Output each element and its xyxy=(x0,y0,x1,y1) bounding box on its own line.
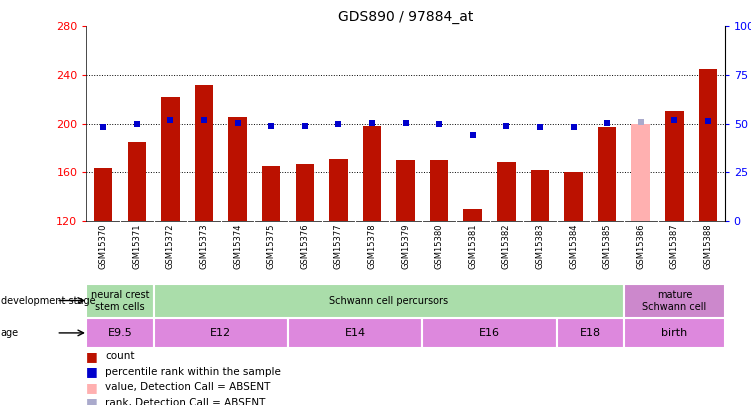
Text: E12: E12 xyxy=(210,328,231,338)
Bar xyxy=(497,162,516,221)
Text: E9.5: E9.5 xyxy=(107,328,132,338)
Text: GSM15376: GSM15376 xyxy=(300,224,309,269)
Bar xyxy=(624,318,725,348)
Text: E18: E18 xyxy=(580,328,601,338)
Bar xyxy=(288,318,422,348)
Bar xyxy=(295,164,314,221)
Text: GSM15380: GSM15380 xyxy=(435,224,444,269)
Point xyxy=(635,118,647,125)
Bar xyxy=(624,284,725,318)
Point xyxy=(231,119,243,126)
Text: birth: birth xyxy=(661,328,687,338)
Bar xyxy=(397,160,415,221)
Text: percentile rank within the sample: percentile rank within the sample xyxy=(105,367,281,377)
Bar xyxy=(94,168,113,221)
Text: Schwann cell percursors: Schwann cell percursors xyxy=(329,296,448,306)
Bar xyxy=(564,172,583,221)
Text: count: count xyxy=(105,352,134,361)
Text: GSM15374: GSM15374 xyxy=(233,224,242,269)
Point xyxy=(668,116,680,123)
Bar xyxy=(632,124,650,221)
Point xyxy=(97,124,109,131)
Text: GSM15382: GSM15382 xyxy=(502,224,511,269)
Point xyxy=(702,117,714,124)
Text: GSM15387: GSM15387 xyxy=(670,224,679,269)
Point xyxy=(433,120,445,127)
Bar xyxy=(329,159,348,221)
Text: development stage: development stage xyxy=(1,296,95,305)
Bar xyxy=(153,284,624,318)
Text: GSM15383: GSM15383 xyxy=(535,224,544,269)
Point xyxy=(466,132,478,139)
Bar xyxy=(698,69,717,221)
Point xyxy=(534,124,546,131)
Text: GSM15370: GSM15370 xyxy=(98,224,107,269)
Text: GSM15381: GSM15381 xyxy=(468,224,477,269)
Text: GSM15377: GSM15377 xyxy=(334,224,343,269)
Point xyxy=(333,120,345,127)
Bar xyxy=(86,284,153,318)
Text: ■: ■ xyxy=(86,396,98,405)
Bar xyxy=(262,166,280,221)
Bar xyxy=(598,127,617,221)
Bar xyxy=(556,318,624,348)
Point xyxy=(265,123,277,130)
Bar xyxy=(161,97,179,221)
Text: GSM15378: GSM15378 xyxy=(367,224,376,269)
Bar xyxy=(228,117,247,221)
Text: GDS890 / 97884_at: GDS890 / 97884_at xyxy=(338,10,473,24)
Point xyxy=(299,123,311,130)
Point xyxy=(568,124,580,131)
Text: GSM15372: GSM15372 xyxy=(166,224,175,269)
Text: mature
Schwann cell: mature Schwann cell xyxy=(642,290,707,311)
Text: neural crest
stem cells: neural crest stem cells xyxy=(91,290,149,311)
Bar xyxy=(195,85,213,221)
Bar xyxy=(430,160,448,221)
Text: ■: ■ xyxy=(86,381,98,394)
Bar xyxy=(463,209,482,221)
Bar xyxy=(665,111,683,221)
Text: GSM15379: GSM15379 xyxy=(401,224,410,269)
Bar xyxy=(531,170,549,221)
Text: GSM15388: GSM15388 xyxy=(704,224,713,269)
Bar xyxy=(86,318,153,348)
Text: rank, Detection Call = ABSENT: rank, Detection Call = ABSENT xyxy=(105,398,266,405)
Point xyxy=(198,116,210,123)
Text: ■: ■ xyxy=(86,350,98,363)
Bar xyxy=(422,318,556,348)
Text: age: age xyxy=(1,328,19,338)
Point xyxy=(164,116,176,123)
Text: E14: E14 xyxy=(345,328,366,338)
Bar xyxy=(153,318,288,348)
Text: value, Detection Call = ABSENT: value, Detection Call = ABSENT xyxy=(105,382,270,392)
Point xyxy=(366,119,378,126)
Text: E16: E16 xyxy=(479,328,500,338)
Point xyxy=(601,119,613,126)
Text: GSM15385: GSM15385 xyxy=(602,224,611,269)
Text: GSM15373: GSM15373 xyxy=(200,224,209,269)
Text: GSM15371: GSM15371 xyxy=(132,224,141,269)
Point xyxy=(131,120,143,127)
Bar xyxy=(128,142,146,221)
Point xyxy=(400,119,412,126)
Text: ■: ■ xyxy=(86,365,98,378)
Text: GSM15375: GSM15375 xyxy=(267,224,276,269)
Text: GSM15386: GSM15386 xyxy=(636,224,645,269)
Bar xyxy=(363,126,382,221)
Point xyxy=(500,123,512,130)
Text: GSM15384: GSM15384 xyxy=(569,224,578,269)
